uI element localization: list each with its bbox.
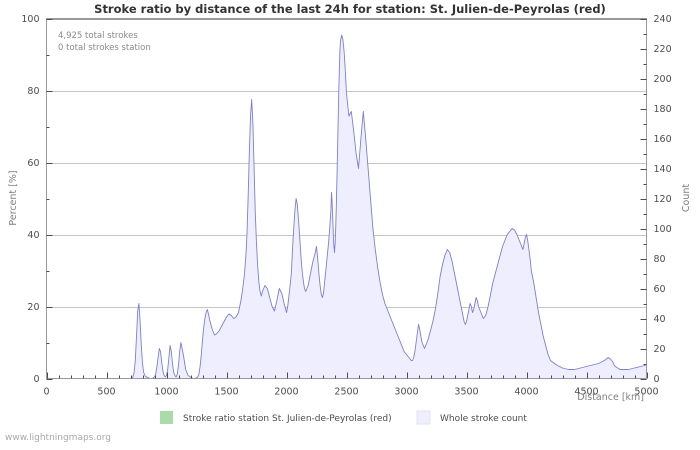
svg-text:200: 200 xyxy=(654,74,672,85)
whole-stroke-count-series xyxy=(46,34,647,379)
svg-text:20: 20 xyxy=(27,302,39,313)
svg-text:80: 80 xyxy=(654,254,666,265)
svg-text:4000: 4000 xyxy=(514,387,538,398)
svg-text:160: 160 xyxy=(654,134,672,145)
svg-text:140: 140 xyxy=(654,164,672,175)
svg-text:500: 500 xyxy=(97,387,115,398)
plot-frame xyxy=(46,18,647,379)
svg-text:20: 20 xyxy=(654,344,666,355)
svg-text:0: 0 xyxy=(654,374,660,385)
svg-text:4500: 4500 xyxy=(574,387,598,398)
svg-text:100: 100 xyxy=(21,14,39,25)
svg-text:40: 40 xyxy=(654,314,666,325)
svg-text:2000: 2000 xyxy=(274,387,298,398)
axis-ticks xyxy=(46,19,648,380)
svg-text:1500: 1500 xyxy=(214,387,238,398)
svg-text:60: 60 xyxy=(27,158,39,169)
svg-text:240: 240 xyxy=(654,14,672,25)
svg-text:3500: 3500 xyxy=(454,387,478,398)
svg-text:180: 180 xyxy=(654,104,672,115)
axis-tick-labels: 0 500 1000 1500 2000 2500 3000 3500 4000 4500 5000… xyxy=(21,14,671,398)
svg-text:220: 220 xyxy=(654,44,672,55)
svg-text:60: 60 xyxy=(654,284,666,295)
svg-text:2500: 2500 xyxy=(334,387,358,398)
svg-text:3000: 3000 xyxy=(394,387,418,398)
svg-text:0: 0 xyxy=(33,374,39,385)
svg-text:40: 40 xyxy=(27,230,39,241)
chart-title: Stroke ratio by distance of the last 24h… xyxy=(94,2,606,16)
svg-text:100: 100 xyxy=(654,224,672,235)
svg-text:80: 80 xyxy=(27,86,39,97)
footer-watermark: www.lightningmaps.org xyxy=(5,433,111,443)
svg-text:5000: 5000 xyxy=(634,387,658,398)
svg-text:0: 0 xyxy=(43,387,49,398)
svg-text:120: 120 xyxy=(654,194,672,205)
svg-text:1000: 1000 xyxy=(154,387,178,398)
